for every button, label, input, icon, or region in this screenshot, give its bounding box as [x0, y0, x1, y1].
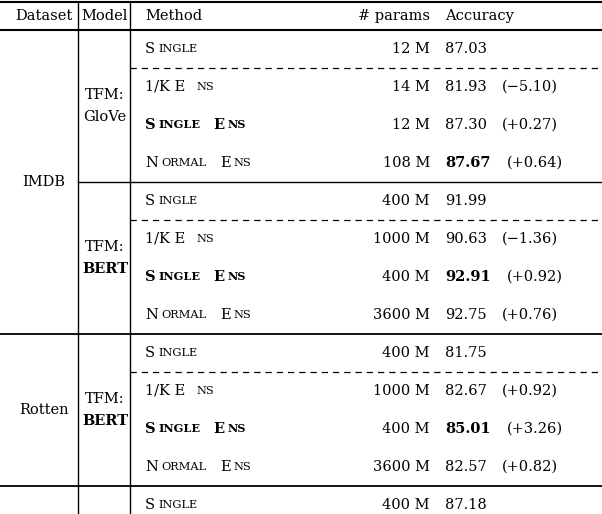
Text: 92.91: 92.91	[445, 270, 491, 284]
Text: NS: NS	[197, 82, 215, 92]
Text: INGLE: INGLE	[158, 196, 197, 206]
Text: INGLE: INGLE	[158, 348, 197, 358]
Text: NS: NS	[234, 158, 251, 168]
Text: 3600 M: 3600 M	[373, 308, 430, 322]
Text: (+0.82): (+0.82)	[502, 460, 558, 474]
Text: (+0.76): (+0.76)	[501, 308, 558, 322]
Text: S: S	[145, 422, 156, 436]
Text: N: N	[145, 156, 158, 170]
Text: GloVe: GloVe	[84, 109, 126, 124]
Text: N: N	[145, 308, 158, 322]
Text: 81.75: 81.75	[445, 346, 486, 360]
Text: 81.93: 81.93	[445, 80, 487, 94]
Text: 87.67: 87.67	[445, 156, 491, 170]
Text: BERT: BERT	[82, 414, 128, 428]
Text: (−1.36): (−1.36)	[502, 232, 558, 246]
Text: Rotten: Rotten	[19, 403, 69, 417]
Text: 12 M: 12 M	[392, 118, 430, 132]
Text: NS: NS	[228, 271, 246, 283]
Text: E: E	[220, 460, 231, 474]
Text: INGLE: INGLE	[158, 500, 197, 510]
Text: E: E	[213, 270, 224, 284]
Text: ORMAL: ORMAL	[161, 310, 206, 320]
Text: 91.99: 91.99	[445, 194, 486, 208]
Text: Dataset: Dataset	[16, 9, 73, 23]
Text: (+0.64): (+0.64)	[507, 156, 563, 170]
Text: (+0.92): (+0.92)	[507, 270, 563, 284]
Text: (+0.92): (+0.92)	[502, 384, 558, 398]
Text: TFM:: TFM:	[85, 241, 125, 254]
Text: 1000 M: 1000 M	[373, 232, 430, 246]
Text: TFM:: TFM:	[85, 392, 125, 407]
Text: # params: # params	[358, 9, 430, 23]
Text: N: N	[145, 460, 158, 474]
Text: INGLE: INGLE	[159, 271, 201, 283]
Text: 3600 M: 3600 M	[373, 460, 430, 474]
Text: TFM:: TFM:	[85, 88, 125, 102]
Text: 85.01: 85.01	[445, 422, 491, 436]
Text: 82.57: 82.57	[445, 460, 487, 474]
Text: IMDB: IMDB	[22, 175, 66, 189]
Text: INGLE: INGLE	[159, 119, 201, 131]
Text: S: S	[145, 42, 155, 56]
Text: (+3.26): (+3.26)	[507, 422, 563, 436]
Text: 1/K E: 1/K E	[145, 232, 185, 246]
Text: 82.67: 82.67	[445, 384, 487, 398]
Text: INGLE: INGLE	[159, 424, 201, 434]
Text: 400 M: 400 M	[382, 270, 430, 284]
Text: S: S	[145, 118, 156, 132]
Text: 1/K E: 1/K E	[145, 80, 185, 94]
Text: 90.63: 90.63	[445, 232, 487, 246]
Text: E: E	[213, 118, 224, 132]
Text: NS: NS	[197, 386, 215, 396]
Text: 14 M: 14 M	[392, 80, 430, 94]
Text: 1000 M: 1000 M	[373, 384, 430, 398]
Text: NS: NS	[234, 310, 251, 320]
Text: 87.03: 87.03	[445, 42, 487, 56]
Text: (+0.27): (+0.27)	[502, 118, 558, 132]
Text: E: E	[213, 422, 224, 436]
Text: 400 M: 400 M	[382, 194, 430, 208]
Text: 87.30: 87.30	[445, 118, 487, 132]
Text: 108 M: 108 M	[383, 156, 430, 170]
Text: S: S	[145, 498, 155, 512]
Text: 400 M: 400 M	[382, 498, 430, 512]
Text: E: E	[220, 156, 231, 170]
Text: 1/K E: 1/K E	[145, 384, 185, 398]
Text: 400 M: 400 M	[382, 346, 430, 360]
Text: S: S	[145, 270, 156, 284]
Text: ORMAL: ORMAL	[161, 158, 206, 168]
Text: S: S	[145, 346, 155, 360]
Text: NS: NS	[234, 462, 251, 472]
Text: 87.18: 87.18	[445, 498, 487, 512]
Text: 92.75: 92.75	[445, 308, 486, 322]
Text: Model: Model	[82, 9, 128, 23]
Text: NS: NS	[228, 119, 246, 131]
Text: NS: NS	[228, 424, 246, 434]
Text: Accuracy: Accuracy	[445, 9, 514, 23]
Text: NS: NS	[197, 234, 215, 244]
Text: 400 M: 400 M	[382, 422, 430, 436]
Text: (−5.10): (−5.10)	[502, 80, 558, 94]
Text: 12 M: 12 M	[392, 42, 430, 56]
Text: Method: Method	[145, 9, 202, 23]
Text: BERT: BERT	[82, 262, 128, 276]
Text: S: S	[145, 194, 155, 208]
Text: INGLE: INGLE	[158, 44, 197, 54]
Text: E: E	[220, 308, 231, 322]
Text: ORMAL: ORMAL	[161, 462, 206, 472]
